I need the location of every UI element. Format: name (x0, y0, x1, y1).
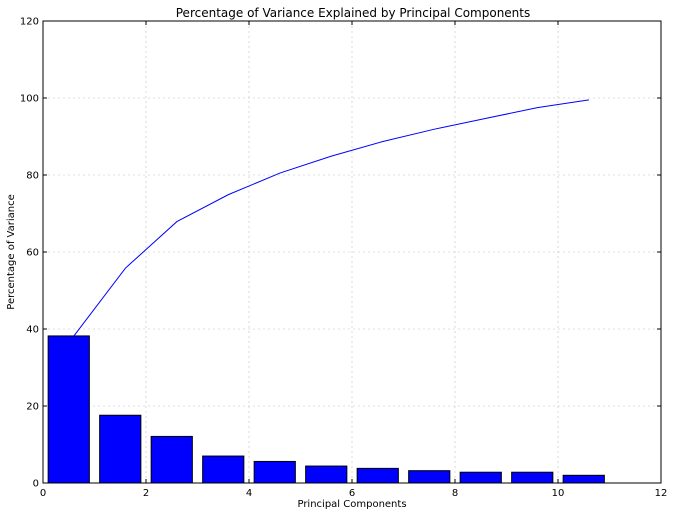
bar (305, 465, 348, 484)
grid-lines (42, 20, 662, 484)
bar (459, 471, 502, 484)
y-tick-label: 40 (26, 325, 39, 336)
chart-title: Percentage of Variance Explained by Prin… (176, 6, 531, 20)
y-tick-label: 100 (20, 94, 39, 105)
x-tick-label: 0 (40, 488, 46, 499)
y-tick-label: 60 (26, 248, 39, 259)
y-tick-label: 0 (33, 479, 39, 490)
bar (99, 414, 142, 484)
bar (408, 470, 451, 484)
cumulative-line (73, 99, 589, 337)
x-tick-label: 4 (246, 488, 252, 499)
y-axis-label: Percentage of Variance (6, 194, 17, 309)
x-axis-label: Principal Components (297, 499, 406, 510)
y-tick-label: 80 (26, 171, 39, 182)
bar (47, 335, 90, 484)
y-tick-label: 120 (20, 17, 39, 28)
bar (511, 471, 554, 484)
y-tick-label: 20 (26, 402, 39, 413)
bar (202, 455, 245, 484)
x-tick-label: 10 (552, 488, 565, 499)
x-tick-label: 6 (349, 488, 355, 499)
bars (47, 335, 605, 484)
bar (150, 435, 193, 484)
x-tick-label: 2 (143, 488, 149, 499)
x-tick-label: 12 (655, 488, 668, 499)
bar (356, 467, 399, 484)
bar (562, 474, 605, 484)
bar (253, 460, 296, 484)
cumulative-variance-line (73, 99, 589, 337)
x-tick-label: 8 (452, 488, 458, 499)
